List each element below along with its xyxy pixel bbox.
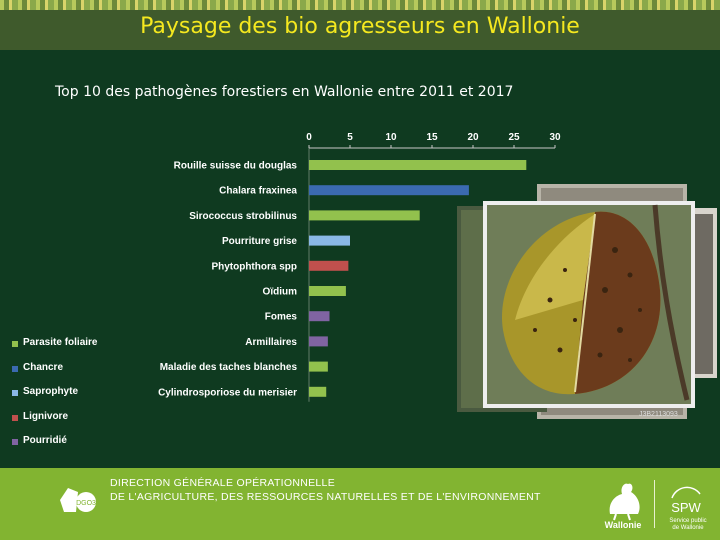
legend-swatch bbox=[12, 439, 18, 445]
spw-subtitle-1: Service public bbox=[669, 518, 707, 524]
twig bbox=[652, 204, 690, 401]
x-tick-label: 15 bbox=[426, 132, 438, 143]
category-label: Rouille suisse du douglas bbox=[174, 161, 298, 172]
bar bbox=[309, 160, 527, 170]
bar bbox=[309, 286, 346, 296]
bar bbox=[309, 260, 349, 271]
footer-divider bbox=[654, 480, 655, 528]
x-tick-label: 20 bbox=[467, 132, 479, 143]
leaf-spots bbox=[533, 247, 642, 362]
footer-bar bbox=[0, 468, 720, 540]
x-tick-label: 0 bbox=[306, 132, 312, 143]
dgo3-logo-text: DGO3 bbox=[76, 500, 96, 507]
category-label: Phytophthora spp bbox=[211, 261, 297, 272]
chart-subtitle: Top 10 des pathogènes forestiers en Wall… bbox=[55, 84, 514, 100]
category-label: Pourriture grise bbox=[222, 236, 297, 247]
legend-label: Parasite foliaire bbox=[23, 337, 98, 348]
top-stripe bbox=[0, 0, 720, 10]
footer-line-1: DIRECTION GÉNÉRALE OPÉRATIONNELLE bbox=[110, 477, 336, 489]
bar bbox=[309, 386, 327, 397]
category-label: Fomes bbox=[265, 312, 298, 323]
spw-logo-text: SPW bbox=[671, 500, 701, 515]
category-label: Chalara fraxinea bbox=[219, 186, 297, 197]
x-tick-label: 10 bbox=[385, 132, 397, 143]
x-tick-label: 25 bbox=[508, 132, 520, 143]
legend-swatch bbox=[12, 390, 18, 396]
category-label: Cylindrosporiose du merisier bbox=[158, 387, 297, 398]
leaf-photo-collage: J3B2113093 bbox=[457, 184, 717, 419]
legend-label: Chancre bbox=[23, 361, 64, 373]
x-tick-label: 30 bbox=[549, 132, 561, 143]
spw-logo-icon: SPW bbox=[671, 486, 702, 515]
category-label: Oïdium bbox=[263, 287, 298, 298]
photo-caption: J3B2113093 bbox=[639, 411, 678, 418]
legend-label: Lignivore bbox=[23, 410, 69, 422]
legend-swatch bbox=[12, 341, 18, 347]
spw-subtitle-2: de Wallonie bbox=[672, 525, 704, 531]
category-label: Maladie des taches blanches bbox=[160, 362, 298, 373]
bar bbox=[309, 185, 469, 196]
wallonie-label: Wallonie bbox=[604, 520, 642, 530]
legend-label: Saprophyte bbox=[23, 386, 79, 397]
category-label: Sirococcus strobilinus bbox=[189, 211, 297, 222]
bar bbox=[309, 210, 420, 221]
bar bbox=[309, 336, 328, 347]
legend-swatch bbox=[12, 414, 18, 421]
x-tick-label: 5 bbox=[347, 132, 353, 143]
category-label: Armillaires bbox=[245, 337, 297, 348]
page-title: Paysage des bio agresseurs en Wallonie bbox=[140, 14, 580, 39]
spw-subtitle: Service public de Wallonie bbox=[660, 518, 716, 532]
legend-swatch bbox=[12, 365, 18, 372]
footer-text: DIRECTION GÉNÉRALE OPÉRATIONNELLE DE L'A… bbox=[110, 476, 541, 504]
header-bar bbox=[0, 10, 720, 50]
bar bbox=[309, 311, 330, 322]
bar-chart: 0 5 10 15 20 25 30 Rouille suisse du douglas Cha… bbox=[158, 132, 561, 402]
bar bbox=[309, 361, 328, 372]
bar bbox=[309, 235, 350, 246]
footer-line-2: DE L'AGRICULTURE, DES RESSOURCES NATUREL… bbox=[110, 491, 541, 503]
dgo3-logo-icon: DGO3 bbox=[60, 488, 96, 512]
wallonie-rooster-icon bbox=[609, 483, 640, 521]
legend-label: Pourridié bbox=[23, 435, 67, 446]
